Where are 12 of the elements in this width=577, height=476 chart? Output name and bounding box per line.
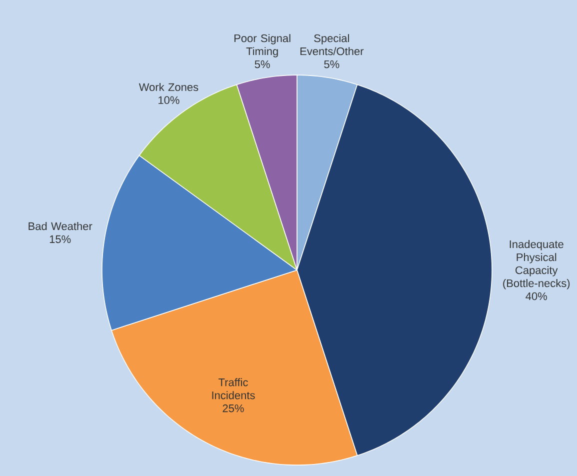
data-label: 5%	[324, 60, 340, 68]
data-label: 15%	[50, 235, 71, 244]
data-label: 5%	[254, 60, 270, 68]
data-label: 10%	[158, 96, 180, 104]
slice-label: Traffic Incidents	[212, 378, 255, 400]
slice-label: Work Zones	[138, 82, 198, 92]
slice-label: Poor Signal Timing	[234, 34, 290, 58]
data-label: 25%	[222, 404, 244, 412]
slice-label: Inadequate Physical Capacity (Bottle-necks)	[503, 240, 570, 290]
data-label: 40%	[526, 292, 547, 300]
slice-label: Bad Weather	[28, 222, 92, 230]
slice-label: Special Events/Other	[300, 34, 364, 56]
